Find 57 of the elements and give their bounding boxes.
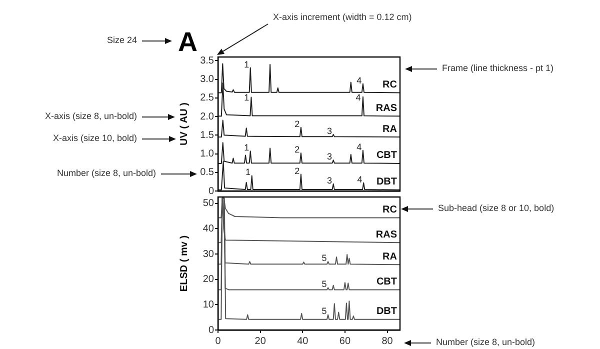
x-tick-label: 0 <box>215 336 222 347</box>
text: X-axis (size 8, un-bold) <box>44 111 137 122</box>
y-tick-label: 1.0 <box>200 148 214 160</box>
annotation: 4 <box>356 92 361 102</box>
annotation: 4 <box>356 75 362 86</box>
annotation: 5 <box>322 306 327 316</box>
y-tick-label: 50 <box>202 198 214 210</box>
annotation: 4 <box>356 142 362 152</box>
y-tick-label: 3.0 <box>200 74 214 86</box>
y-tick-label: 30 <box>202 248 214 260</box>
x-tick-label: 40 <box>297 336 309 347</box>
series-label: RC <box>382 79 397 90</box>
chart-title: A <box>178 27 198 57</box>
y-tick-label: 3.5 <box>200 55 214 66</box>
y-axis-title: ELSD ( mv ) <box>178 235 190 292</box>
text: Number (size 8, un-bold) <box>56 168 156 179</box>
y-tick-label: 2.0 <box>200 111 214 122</box>
annotation: 2 <box>294 118 300 129</box>
y-tick-label: 10 <box>202 299 214 310</box>
annotation: 3 <box>327 152 332 162</box>
series-label: RA <box>382 251 397 262</box>
annotation: 5 <box>322 279 327 290</box>
y-tick-label: 40 <box>202 223 214 234</box>
series-label: DBT <box>376 306 397 318</box>
y-tick-label: 0 <box>208 324 214 336</box>
series-label: RAS <box>376 102 398 114</box>
series-label: CBT <box>376 276 397 288</box>
series-label: DBT <box>376 176 397 188</box>
x-tick-label: 60 <box>339 336 351 347</box>
text: Frame (line thickness - pt 1) <box>442 63 554 74</box>
annotation: 1 <box>246 167 251 178</box>
annotation: 5 <box>322 253 327 264</box>
y-axis-title: UV ( AU ) <box>178 102 190 146</box>
y-tick-label: 1.5 <box>200 130 214 141</box>
annotation: 3 <box>327 126 332 136</box>
text: Number (size 8, un-bold) <box>436 337 536 348</box>
annotation: 2 <box>294 166 300 176</box>
y-tick-label: 20 <box>202 274 214 286</box>
annotation: 1 <box>244 92 250 102</box>
text: X-axis increment (width = 0.12 cm) <box>273 12 412 23</box>
series-label: RA <box>382 124 397 135</box>
annotation: 2 <box>294 144 300 155</box>
x-tick-label: 80 <box>382 336 394 347</box>
annotation: 4 <box>357 174 362 184</box>
y-tick-label: 0 <box>208 186 214 197</box>
series-label: CBT <box>376 150 397 162</box>
y-tick-label: 2.5 <box>200 92 214 104</box>
annotation: 3 <box>327 175 332 186</box>
series-label: RAS <box>376 229 398 240</box>
text: Sub-head (size 8 or 10, bold) <box>438 203 554 214</box>
annotation: 1 <box>244 59 250 70</box>
annotation: 1 <box>244 142 250 153</box>
y-tick-label: 0.5 <box>200 167 214 178</box>
x-tick-label: 20 <box>254 336 266 347</box>
text: Size 24 <box>106 35 137 46</box>
series-label: RC <box>382 204 397 216</box>
text: X-axis (size 10, bold) <box>52 133 137 144</box>
